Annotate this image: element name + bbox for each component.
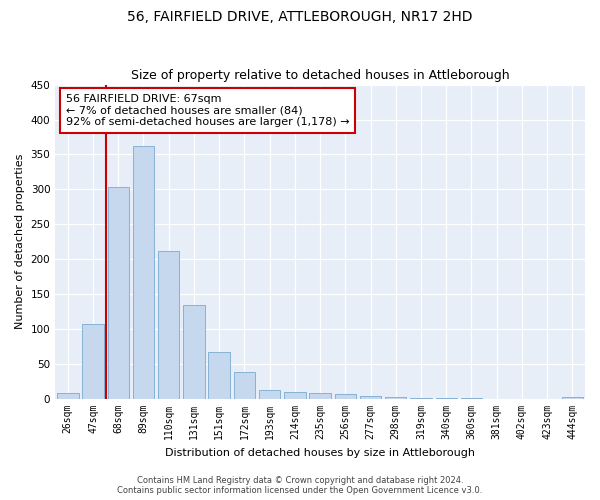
X-axis label: Distribution of detached houses by size in Attleborough: Distribution of detached houses by size … [165, 448, 475, 458]
Bar [82, 324, 104, 399]
Bar [335, 394, 356, 399]
Bar [183, 304, 205, 399]
Bar [360, 396, 381, 399]
Title: Size of property relative to detached houses in Attleborough: Size of property relative to detached ho… [131, 69, 509, 82]
Bar [57, 394, 79, 399]
Bar [562, 397, 583, 399]
Bar [107, 188, 129, 399]
Text: 56 FAIRFIELD DRIVE: 67sqm
← 7% of detached houses are smaller (84)
92% of semi-d: 56 FAIRFIELD DRIVE: 67sqm ← 7% of detach… [66, 94, 349, 127]
Bar [158, 251, 179, 399]
Text: Contains HM Land Registry data © Crown copyright and database right 2024.
Contai: Contains HM Land Registry data © Crown c… [118, 476, 482, 495]
Bar [208, 352, 230, 399]
Bar [436, 398, 457, 399]
Text: 56, FAIRFIELD DRIVE, ATTLEBOROUGH, NR17 2HD: 56, FAIRFIELD DRIVE, ATTLEBOROUGH, NR17 … [127, 10, 473, 24]
Y-axis label: Number of detached properties: Number of detached properties [15, 154, 25, 330]
Bar [233, 372, 255, 399]
Bar [259, 390, 280, 399]
Bar [133, 146, 154, 399]
Bar [284, 392, 305, 399]
Bar [310, 393, 331, 399]
Bar [410, 398, 432, 399]
Bar [385, 397, 406, 399]
Bar [461, 398, 482, 399]
